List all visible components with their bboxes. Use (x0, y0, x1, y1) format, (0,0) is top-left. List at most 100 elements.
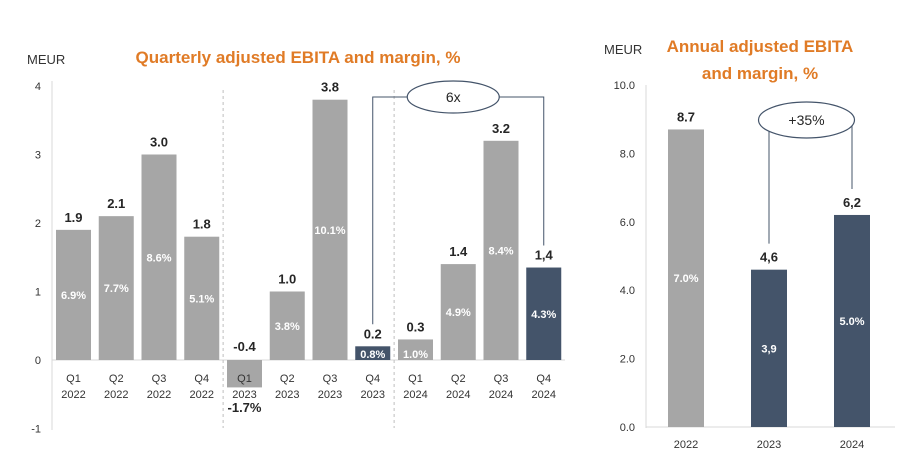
quarterly-x-label-quarter: Q2 (280, 373, 295, 385)
annual-x-labels: 2022 2023 2024 (674, 439, 864, 451)
quarterly-x-label-quarter: Q4 (365, 373, 380, 385)
annual-bars: 8.7 7.0% 4,6 3,9 6,2 5.0% (668, 109, 870, 427)
quarterly-value-label: 1.4 (449, 244, 468, 259)
quarterly-value-label: 3.0 (150, 135, 168, 150)
quarterly-y-tick-label: 3 (35, 150, 41, 162)
annual-chart-title-line-1: Annual adjusted EBITA (667, 37, 854, 56)
annual-margin-label: 3,9 (761, 343, 776, 355)
quarterly-x-label-quarter: Q2 (451, 373, 466, 385)
quarterly-x-label-year: 2022 (61, 389, 85, 401)
quarterly-x-label-quarter: Q2 (109, 373, 124, 385)
quarterly-margin-label: 3.8% (275, 321, 300, 333)
quarterly-unit-label: MEUR (27, 52, 65, 67)
quarterly-ebita-chart: Quarterly adjusted EBITA and margin, % M… (27, 48, 565, 436)
annual-bar (834, 214, 870, 427)
quarterly-bar (398, 339, 433, 360)
quarterly-x-label-year: 2022 (147, 389, 171, 401)
quarterly-value-label: 0.3 (406, 319, 424, 334)
quarterly-margin-label: 8.6% (146, 252, 171, 264)
quarterly-annotation-text: 6x (446, 89, 461, 105)
quarterly-y-tick-label: 0 (35, 355, 41, 367)
quarterly-x-label-year: 2024 (446, 389, 470, 401)
quarterly-y-tick-label: 4 (35, 81, 41, 93)
annual-margin-label: 7.0% (673, 273, 698, 285)
annual-annotation-bubble (757, 101, 856, 139)
quarterly-bar (355, 346, 391, 360)
quarterly-x-label-year: 2023 (232, 389, 256, 401)
annual-y-tick-label: 2.0 (620, 354, 635, 366)
quarterly-bars: 1.9 6.9% 2.1 7.7% 3.0 8.6% 1.8 5.1% -0.4 -1.7% 1.0… (56, 80, 562, 415)
quarterly-x-label-quarter: Q4 (194, 373, 209, 385)
quarterly-value-label: 3.2 (492, 121, 510, 136)
annual-value-label: 8.7 (677, 109, 695, 124)
quarterly-year-separators (222, 90, 395, 428)
quarterly-x-label-year: 2022 (104, 389, 128, 401)
quarterly-value-label: 3.8 (321, 80, 339, 95)
quarterly-y-ticks: 4 3 2 1 0 -1 (31, 81, 41, 436)
annual-x-label: 2023 (757, 439, 781, 451)
quarterly-bar (440, 264, 476, 360)
quarterly-bar (312, 99, 348, 360)
annual-margin-label: 5.0% (839, 316, 864, 328)
quarterly-x-label-year: 2022 (190, 389, 214, 401)
annual-y-tick-label: 10.0 (614, 80, 635, 92)
quarterly-margin-label: 7.7% (104, 283, 129, 295)
quarterly-value-label: 1.9 (64, 210, 82, 225)
annual-y-tick-label: 6.0 (620, 217, 635, 229)
quarterly-growth-annotation: 6x (372, 80, 545, 325)
quarterly-x-label-year: 2023 (275, 389, 299, 401)
quarterly-x-label-year: 2024 (532, 389, 556, 401)
quarterly-margin-label: 5.1% (189, 293, 214, 305)
annual-unit-label: MEUR (604, 42, 642, 57)
quarterly-annotation-bubble (406, 80, 500, 114)
quarterly-margin-label: 8.4% (488, 245, 513, 257)
quarterly-chart-title: Quarterly adjusted EBITA and margin, % (136, 48, 461, 67)
quarterly-value-label: 1.8 (193, 217, 211, 232)
annual-x-label: 2024 (840, 439, 864, 451)
quarterly-value-label: 1.0 (278, 272, 296, 287)
quarterly-margin-label: 6.9% (61, 290, 86, 302)
annual-x-label: 2022 (674, 439, 698, 451)
annual-y-tick-label: 0.0 (620, 422, 635, 434)
annual-growth-annotation: +35% (757, 101, 856, 244)
annual-ebita-chart: Annual adjusted EBITA and margin, % MEUR… (604, 37, 895, 451)
quarterly-x-label-quarter: Q1 (408, 373, 423, 385)
quarterly-x-label-quarter: Q3 (152, 373, 167, 385)
annual-bar (668, 129, 704, 427)
quarterly-margin-label: 1.0% (403, 349, 428, 361)
quarterly-value-label: 1,4 (535, 248, 554, 263)
quarterly-x-label-year: 2024 (489, 389, 513, 401)
quarterly-y-tick-label: 2 (35, 218, 41, 230)
quarterly-margin-label: -1.7% (228, 400, 262, 415)
quarterly-bar (56, 229, 91, 360)
annual-bar (751, 269, 787, 427)
quarterly-y-tick-label: 1 (35, 287, 41, 299)
quarterly-value-label: 2.1 (107, 196, 125, 211)
quarterly-x-label-quarter: Q3 (494, 373, 509, 385)
annual-y-tick-label: 4.0 (620, 285, 635, 297)
quarterly-margin-label: 10.1% (314, 225, 345, 237)
quarterly-x-label-year: 2023 (361, 389, 385, 401)
quarterly-x-label-quarter: Q4 (536, 373, 551, 385)
quarterly-bar (98, 216, 134, 360)
quarterly-bar (526, 267, 562, 360)
quarterly-value-label: -0.4 (233, 339, 256, 354)
annual-annotation-text: +35% (788, 112, 824, 128)
quarterly-x-labels: Q1 2022 Q2 2022 Q3 2022 Q4 2022 Q1 2023 Q2 2023 Q3 20… (61, 373, 556, 401)
quarterly-x-label-year: 2024 (403, 389, 427, 401)
quarterly-y-tick-label: -1 (31, 424, 41, 436)
annual-y-tick-label: 8.0 (620, 148, 635, 160)
quarterly-margin-label: 4.9% (446, 307, 471, 319)
quarterly-margin-label: 0.8% (360, 349, 385, 361)
quarterly-x-label-quarter: Q1 (237, 373, 252, 385)
quarterly-bar (483, 140, 519, 360)
annual-y-ticks: 10.0 8.0 6.0 4.0 2.0 0.0 (614, 80, 635, 434)
quarterly-margin-label: 4.3% (531, 309, 556, 321)
quarterly-value-label: 0.2 (364, 326, 382, 341)
quarterly-x-label-quarter: Q3 (323, 373, 338, 385)
annual-value-label: 6,2 (843, 195, 861, 210)
quarterly-x-label-quarter: Q1 (66, 373, 81, 385)
annual-chart-title-line-2: and margin, % (702, 64, 818, 83)
quarterly-bar (269, 291, 305, 360)
